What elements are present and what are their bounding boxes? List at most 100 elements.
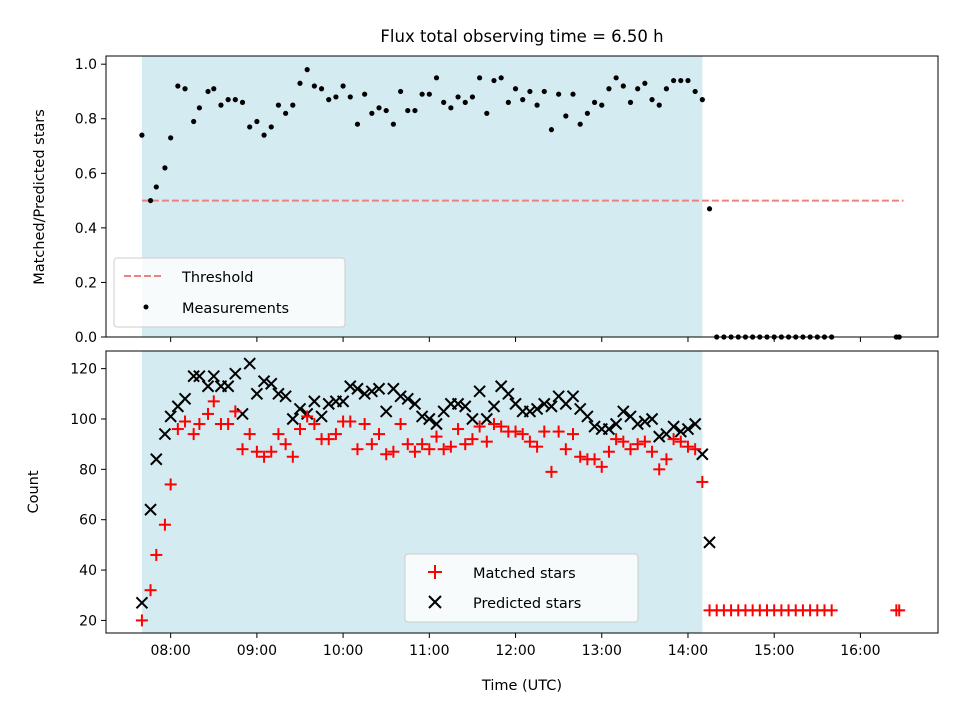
measurement-point bbox=[376, 105, 382, 111]
measurement-point bbox=[283, 110, 289, 116]
measurement-point bbox=[484, 110, 490, 116]
matched-star-point bbox=[229, 405, 242, 418]
predicted-star-point bbox=[545, 400, 558, 413]
predicted-star-point bbox=[164, 410, 177, 423]
matched-star-point bbox=[437, 443, 450, 456]
matched-star-point bbox=[480, 435, 493, 448]
predicted-star-point bbox=[631, 417, 644, 431]
panel-ratio-frame bbox=[105, 55, 939, 338]
matched-star-point bbox=[516, 428, 529, 441]
y-tick-label: 0.0 bbox=[75, 330, 97, 346]
measurement-point bbox=[318, 86, 325, 92]
matched-star-point bbox=[207, 395, 220, 408]
matched-star-point bbox=[674, 435, 687, 448]
matched-star-point bbox=[588, 453, 601, 466]
measurement-point bbox=[563, 113, 569, 119]
measurement-point bbox=[139, 132, 145, 138]
predicted-star-point bbox=[430, 417, 443, 431]
matched-star-point bbox=[559, 443, 572, 456]
matched-star-point bbox=[158, 518, 171, 531]
measurement-point bbox=[577, 121, 583, 127]
matched-star-point bbox=[631, 438, 644, 451]
measurement-point bbox=[433, 75, 440, 81]
predicted-star-point bbox=[602, 422, 616, 436]
measurement-point bbox=[512, 86, 519, 92]
count-y-axis: 20 40 60 80 100 120 bbox=[70, 362, 106, 629]
predicted-star-point bbox=[696, 448, 709, 461]
predicted-star-point bbox=[473, 385, 486, 398]
count-x-axis: 08:00 09:00 10:00 11:00 12:00 13:00 14:00 15:00… bbox=[150, 633, 881, 659]
measurement-point bbox=[491, 77, 497, 84]
measurement-point bbox=[620, 83, 626, 89]
predicted-star-point bbox=[688, 417, 702, 431]
y-tick-label: 0.8 bbox=[75, 112, 97, 128]
predicted-star-point bbox=[358, 387, 371, 401]
x-tick-label: 10:00 bbox=[323, 643, 363, 659]
measurement-point bbox=[498, 75, 504, 81]
predicted-star-point bbox=[308, 395, 321, 408]
measurement-point bbox=[685, 77, 691, 84]
measurement-point bbox=[656, 102, 662, 108]
matched-star-point bbox=[617, 435, 630, 448]
predicted-star-point bbox=[401, 392, 414, 406]
x-tick-label: 11:00 bbox=[409, 643, 449, 659]
matched-star-point bbox=[416, 438, 429, 451]
predicted-star-point bbox=[380, 405, 393, 418]
matched-star-point bbox=[624, 443, 637, 456]
measurement-point bbox=[448, 105, 454, 111]
predicted-star-point bbox=[272, 387, 285, 401]
y-tick-label: 1.0 bbox=[75, 57, 97, 73]
ratio-y-axis: 0.0 0.2 0.4 0.6 0.8 1.0 bbox=[75, 57, 106, 346]
x-tick-label: 16:00 bbox=[840, 643, 880, 659]
x-tick-label: 15:00 bbox=[754, 643, 794, 659]
measurement-point bbox=[354, 121, 361, 127]
predicted-star-point bbox=[344, 380, 357, 393]
predicted-star-point bbox=[336, 395, 350, 408]
measurement-point bbox=[397, 88, 404, 95]
measurement-point bbox=[548, 127, 555, 133]
predicted-star-point bbox=[150, 453, 163, 466]
matched-star-point bbox=[250, 445, 263, 458]
matched-star-point bbox=[394, 418, 407, 431]
predicted-star-point bbox=[315, 410, 328, 423]
predicted-star-point bbox=[667, 420, 680, 433]
figure-title: Flux total observing time = 6.50 h bbox=[380, 27, 663, 46]
predicted-star-point bbox=[193, 369, 206, 383]
predicted-star-point bbox=[293, 402, 307, 416]
predicted-star-point bbox=[487, 400, 501, 413]
measurement-point bbox=[268, 124, 274, 130]
predicted-star-point bbox=[703, 536, 716, 549]
measurement-point bbox=[692, 88, 698, 95]
measurement-point bbox=[191, 118, 197, 125]
matched-star-point bbox=[144, 584, 157, 597]
matched-star-point bbox=[545, 465, 558, 478]
measurement-point bbox=[591, 99, 598, 105]
y-tick-label: 20 bbox=[79, 613, 97, 629]
predicted-star-point bbox=[286, 412, 300, 426]
measurement-point bbox=[275, 102, 282, 108]
ratio-legend-box bbox=[113, 257, 346, 328]
predicted-star-point bbox=[178, 392, 192, 406]
measurement-point bbox=[477, 75, 483, 81]
matched-star-point bbox=[430, 430, 443, 443]
matched-star-point bbox=[538, 425, 551, 438]
measurement-point bbox=[205, 88, 211, 95]
predicted-star-point bbox=[609, 417, 623, 431]
y-tick-label: 0.6 bbox=[75, 166, 97, 182]
predicted-star-point bbox=[135, 596, 149, 609]
predicted-star-point bbox=[207, 369, 220, 383]
measurement-point bbox=[627, 99, 634, 105]
predicted-star-point bbox=[588, 420, 601, 433]
matched-star-point bbox=[279, 438, 292, 451]
predicted-star-point bbox=[257, 375, 271, 388]
ratio-plot-area bbox=[139, 67, 904, 340]
measurement-point bbox=[606, 86, 612, 92]
matched-star-point bbox=[401, 438, 414, 451]
matched-star-point bbox=[193, 418, 206, 431]
measurement-point bbox=[153, 184, 159, 190]
predicted-star-point bbox=[394, 390, 407, 403]
predicted-star-point bbox=[538, 397, 551, 411]
measurement-point bbox=[261, 132, 267, 138]
matched-star-point bbox=[610, 433, 623, 446]
y-tick-label: 0.4 bbox=[75, 221, 97, 237]
